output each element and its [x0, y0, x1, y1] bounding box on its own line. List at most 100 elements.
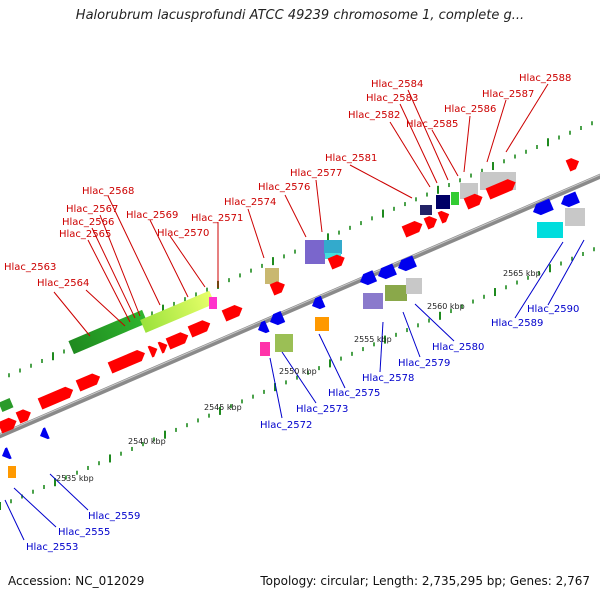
gene-block-orange-b[interactable] — [315, 317, 329, 331]
bottom-gene-labels: Hlac_2553 Hlac_2555 Hlac_2559 Hlac_2572 … — [26, 304, 579, 553]
gene-label[interactable]: Hlac_2584 — [371, 79, 423, 90]
gene-label[interactable]: Hlac_2574 — [224, 197, 276, 208]
cds-arrow-reverse[interactable] — [268, 311, 286, 328]
gene-block-grey-c[interactable] — [565, 208, 585, 226]
cds-arrow[interactable] — [15, 407, 34, 424]
gene-label[interactable]: Hlac_2572 — [260, 420, 312, 431]
scale-label: 2545 kbp — [204, 403, 242, 412]
bottom-cds-arrows — [0, 191, 580, 461]
cds-arrow[interactable] — [165, 330, 191, 350]
cds-arrow-reverse[interactable] — [310, 295, 326, 312]
cds-arrow[interactable] — [485, 177, 518, 200]
cds-arrow[interactable] — [187, 318, 213, 338]
gene-block-teal[interactable] — [324, 240, 342, 254]
gene-block-purple-stack[interactable] — [305, 240, 325, 264]
scale-label: 2565 kbp — [503, 269, 541, 278]
gene-label[interactable]: Hlac_2570 — [157, 228, 209, 239]
gene-label[interactable]: Hlac_2589 — [491, 318, 543, 329]
cds-arrow[interactable] — [157, 339, 170, 354]
scale-label: 2560 kbp — [427, 302, 465, 311]
gene-label[interactable]: Hlac_2573 — [296, 404, 348, 415]
gene-label[interactable]: Hlac_2566 — [62, 217, 114, 228]
gene-label[interactable]: Hlac_2575 — [328, 388, 380, 399]
gene-block-green-large[interactable] — [68, 309, 148, 355]
gene-label[interactable]: Hlac_2580 — [432, 342, 484, 353]
cds-arrow-reverse[interactable] — [559, 191, 580, 209]
callout-lines — [4, 83, 585, 541]
gene-block-magenta[interactable] — [209, 297, 217, 309]
gene-label[interactable]: Hlac_2578 — [362, 373, 414, 384]
cds-arrow[interactable] — [463, 191, 485, 210]
gene-block-grey-b[interactable] — [406, 278, 422, 294]
topology-text: Topology: circular; Length: 2,735,295 bp… — [260, 574, 590, 588]
gene-label[interactable]: Hlac_2583 — [366, 93, 418, 104]
gene-label[interactable]: Hlac_2586 — [444, 104, 496, 115]
cds-arrow[interactable] — [437, 209, 452, 224]
cds-arrow-reverse[interactable] — [358, 270, 378, 287]
cds-arrow-reverse[interactable] — [396, 255, 417, 273]
cds-arrow[interactable] — [147, 343, 160, 358]
accession-text: Accession: NC_012029 — [8, 574, 145, 588]
gene-label[interactable]: Hlac_2585 — [406, 119, 458, 130]
gene-label[interactable]: Hlac_2590 — [527, 304, 579, 315]
cds-arrow-reverse[interactable] — [0, 447, 12, 461]
gene-block-navy[interactable] — [436, 195, 450, 209]
cds-arrow-reverse[interactable] — [256, 320, 270, 336]
gene-label[interactable]: Hlac_2553 — [26, 542, 78, 553]
cds-arrow[interactable] — [107, 348, 148, 374]
gene-label[interactable]: Hlac_2555 — [58, 527, 110, 538]
top-gene-labels: Hlac_2563 Hlac_2564 Hlac_2565 Hlac_2566 … — [4, 73, 571, 289]
cds-arrow[interactable] — [221, 303, 245, 322]
gene-label[interactable]: Hlac_2579 — [398, 358, 450, 369]
gene-label[interactable]: Hlac_2563 — [4, 262, 56, 273]
gene-block-purple[interactable] — [363, 293, 383, 309]
scale-label: 2550 kbp — [279, 367, 317, 376]
gene-block-cyan[interactable] — [325, 253, 341, 259]
gene-label[interactable]: Hlac_2564 — [37, 278, 89, 289]
cds-arrow-reverse[interactable] — [38, 427, 50, 441]
cds-arrow[interactable] — [37, 384, 76, 410]
gene-block-mixed[interactable] — [275, 334, 293, 352]
gene-block-cyan-b[interactable] — [537, 222, 563, 238]
scale-label: 2555 kbp — [354, 335, 392, 344]
gene-label[interactable]: Hlac_2565 — [59, 229, 111, 240]
gene-label[interactable]: Hlac_2571 — [191, 213, 243, 224]
cds-arrow-reverse[interactable] — [376, 263, 397, 281]
scale-label: 2540 kbp — [128, 437, 166, 446]
gene-block-khaki[interactable] — [265, 268, 279, 284]
gene-label[interactable]: Hlac_2559 — [88, 511, 140, 522]
cds-arrow[interactable] — [75, 371, 103, 392]
cds-arrow[interactable] — [269, 279, 288, 296]
gene-label[interactable]: Hlac_2587 — [482, 89, 534, 100]
backbone-line — [0, 173, 600, 439]
gene-label[interactable]: Hlac_2569 — [126, 210, 178, 221]
cds-arrow[interactable] — [0, 415, 19, 434]
gene-block-navy-small[interactable] — [420, 205, 432, 215]
bottom-strand-features — [8, 208, 585, 478]
cds-arrow-reverse[interactable] — [531, 198, 554, 218]
cds-arrow[interactable] — [423, 214, 440, 230]
gene-label[interactable]: Hlac_2588 — [519, 73, 571, 84]
gene-block-green[interactable] — [0, 398, 14, 412]
gene-block-orange[interactable] — [8, 466, 16, 478]
backbone-highlight — [0, 174, 600, 435]
gene-block-lime[interactable] — [140, 290, 215, 333]
gene-label[interactable]: Hlac_2582 — [348, 110, 400, 121]
map-title: Halorubrum lacusprofundi ATCC 49239 chro… — [75, 8, 525, 23]
cds-arrow[interactable] — [401, 219, 425, 238]
gene-label[interactable]: Hlac_2567 — [66, 204, 118, 215]
cds-arrows — [0, 156, 582, 434]
cds-arrow[interactable] — [327, 252, 347, 270]
gene-label[interactable]: Hlac_2568 — [82, 186, 134, 197]
gene-label[interactable]: Hlac_2576 — [258, 182, 310, 193]
gene-label[interactable]: Hlac_2581 — [325, 153, 377, 164]
scale-label: 2535 kbp — [56, 474, 94, 483]
cds-arrow[interactable] — [565, 156, 582, 172]
gene-block-green-small[interactable] — [451, 192, 459, 205]
scale-labels: 2535 kbp 2540 kbp 2545 kbp 2550 kbp 2555… — [56, 269, 541, 483]
gene-block-olive[interactable] — [385, 285, 407, 301]
gene-block-magenta-b[interactable] — [260, 342, 270, 356]
top-strand-features — [0, 172, 516, 412]
gene-label[interactable]: Hlac_2577 — [290, 168, 342, 179]
